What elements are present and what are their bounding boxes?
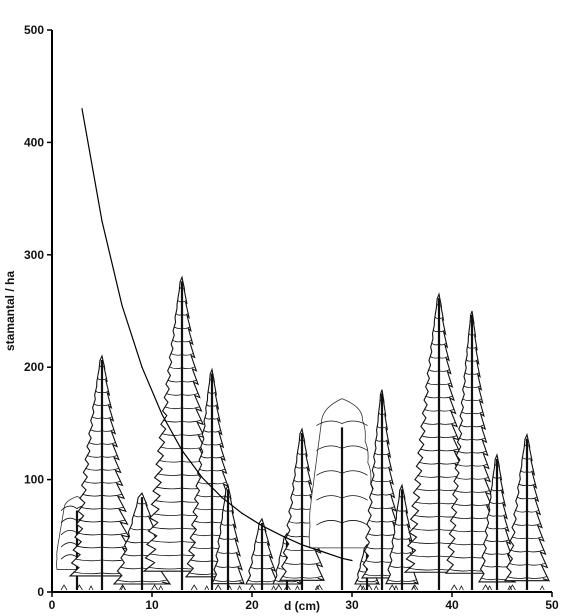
curve-layer — [81, 108, 353, 562]
tree-illustration — [211, 483, 245, 591]
tree-illustration — [444, 310, 500, 591]
series-point — [181, 449, 183, 451]
y-tick-label: 500 — [24, 23, 44, 37]
series-point — [341, 557, 343, 559]
series-point — [301, 544, 303, 546]
tree-illustration — [478, 452, 517, 591]
series-point — [141, 366, 143, 368]
series-point — [281, 535, 283, 537]
series-point — [221, 497, 223, 499]
series-point — [81, 108, 83, 110]
tree-illustration — [245, 517, 280, 591]
y-tick-label: 100 — [24, 473, 44, 487]
x-tick-label: 40 — [445, 598, 459, 612]
series-point — [321, 550, 323, 553]
y-tick-label: 200 — [24, 360, 44, 374]
tree-illustrations — [56, 275, 551, 591]
tree-illustration — [503, 432, 551, 591]
series-point — [121, 304, 123, 306]
series-point — [351, 559, 353, 562]
series-point — [261, 525, 263, 527]
tree-illustration — [308, 398, 376, 591]
y-tick-label: 0 — [37, 585, 44, 599]
axes — [51, 30, 552, 593]
y-tick-label: 400 — [24, 135, 44, 149]
tree-illustration — [68, 354, 136, 591]
y-axis-title: stamantal / ha — [3, 271, 17, 351]
x-tick-label: 10 — [145, 598, 159, 612]
x-axis-title: d (cm) — [284, 599, 320, 613]
series-point — [101, 220, 103, 222]
x-tick-label: 0 — [49, 598, 56, 612]
series-point — [201, 476, 203, 478]
x-tick-label: 30 — [345, 598, 359, 612]
x-tick-label: 50 — [545, 598, 559, 612]
series-point — [161, 413, 163, 415]
y-tick-label: 300 — [24, 248, 44, 262]
x-tick-label: 20 — [245, 598, 259, 612]
series-point — [241, 512, 243, 514]
